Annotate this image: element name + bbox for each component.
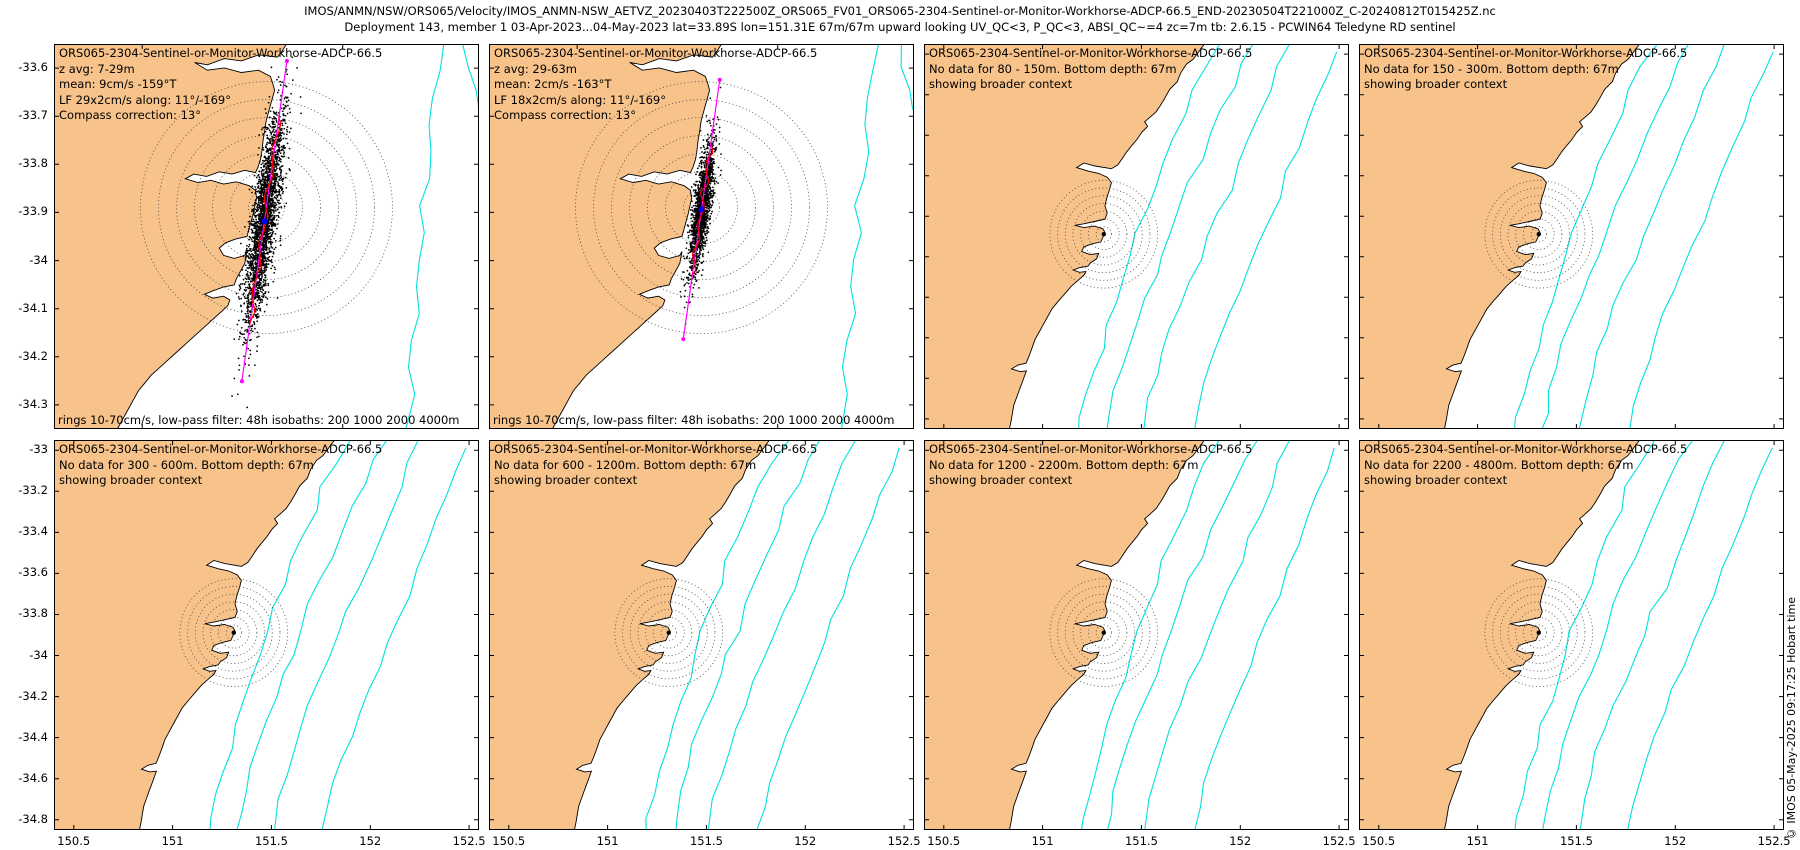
x-tick-label: 151.5 — [1124, 834, 1158, 848]
map-panel-5: ORS065-2304-Sentinel-or-Monitor-Workhors… — [54, 440, 479, 830]
map-panel-4: ORS065-2304-Sentinel-or-Monitor-Workhors… — [1359, 44, 1784, 429]
y-tick-label: -33 — [29, 442, 48, 457]
map-canvas — [489, 440, 914, 830]
map-panel-6: ORS065-2304-Sentinel-or-Monitor-Workhors… — [489, 440, 914, 830]
x-tick-label: 151.5 — [1559, 834, 1593, 848]
x-tick-label: 151 — [1031, 834, 1054, 848]
map-canvas — [924, 440, 1349, 830]
y-tick-label: -34.3 — [18, 396, 48, 411]
x-tick-label: 150.5 — [927, 834, 961, 848]
x-tick-label: 152.5 — [1322, 834, 1356, 848]
x-tick-label: 152 — [1664, 834, 1687, 848]
y-tick-label: -33.2 — [18, 483, 48, 498]
x-tick-label: 151.5 — [689, 834, 723, 848]
x-tick-label: 151.5 — [254, 834, 288, 848]
map-canvas — [489, 44, 914, 429]
map-panel-3: ORS065-2304-Sentinel-or-Monitor-Workhors… — [924, 44, 1349, 429]
x-tick-label: 152 — [359, 834, 382, 848]
map-canvas — [1359, 440, 1784, 830]
y-tick-label: -33.6 — [18, 565, 48, 580]
y-tick-label: -33.7 — [18, 108, 48, 123]
panel-grid: ORS065-2304-Sentinel-or-Monitor-Workhors… — [54, 44, 1784, 830]
y-tick-label: -34 — [29, 252, 48, 267]
figure-title-line2: Deployment 143, member 1 03-Apr-2023...0… — [344, 20, 1456, 34]
x-tick-label: 151 — [1466, 834, 1489, 848]
y-tick-label: -34.4 — [18, 729, 48, 744]
copyright-note: © IMOS 05-May-2025 09:17:25 Hobart time — [1785, 596, 1798, 840]
map-canvas — [924, 44, 1349, 429]
y-tick-label: -34.8 — [18, 811, 48, 826]
y-tick-label: -34 — [29, 647, 48, 662]
x-tick-label: 152.5 — [1757, 834, 1791, 848]
x-tick-label: 152 — [1229, 834, 1252, 848]
map-panel-7: ORS065-2304-Sentinel-or-Monitor-Workhors… — [924, 440, 1349, 830]
x-tick-label: 150.5 — [57, 834, 91, 848]
x-tick-label: 150.5 — [492, 834, 526, 848]
x-tick-label: 151 — [161, 834, 184, 848]
map-canvas — [1359, 44, 1784, 429]
map-canvas — [54, 44, 479, 429]
y-tick-label: -33.6 — [18, 60, 48, 75]
x-tick-label: 152.5 — [887, 834, 921, 848]
map-panel-2: ORS065-2304-Sentinel-or-Monitor-Workhors… — [489, 44, 914, 429]
x-tick-label: 152 — [794, 834, 817, 848]
y-tick-label: -34.6 — [18, 770, 48, 785]
y-tick-label: -33.4 — [18, 524, 48, 539]
figure-title-line1: IMOS/ANMN/NSW/ORS065/Velocity/IMOS_ANMN-… — [304, 4, 1496, 18]
map-panel-1: ORS065-2304-Sentinel-or-Monitor-Workhors… — [54, 44, 479, 429]
x-tick-label: 152.5 — [452, 834, 486, 848]
y-tick-label: -34.1 — [18, 300, 48, 315]
x-tick-label: 150.5 — [1362, 834, 1396, 848]
y-tick-label: -34.2 — [18, 688, 48, 703]
y-tick-label: -33.9 — [18, 204, 48, 219]
x-tick-label: 151 — [596, 834, 619, 848]
y-tick-label: -33.8 — [18, 606, 48, 621]
y-tick-label: -34.2 — [18, 348, 48, 363]
map-panel-8: ORS065-2304-Sentinel-or-Monitor-Workhors… — [1359, 440, 1784, 830]
y-tick-label: -33.8 — [18, 156, 48, 171]
figure-header: IMOS/ANMN/NSW/ORS065/Velocity/IMOS_ANMN-… — [0, 3, 1800, 35]
map-canvas — [54, 440, 479, 830]
